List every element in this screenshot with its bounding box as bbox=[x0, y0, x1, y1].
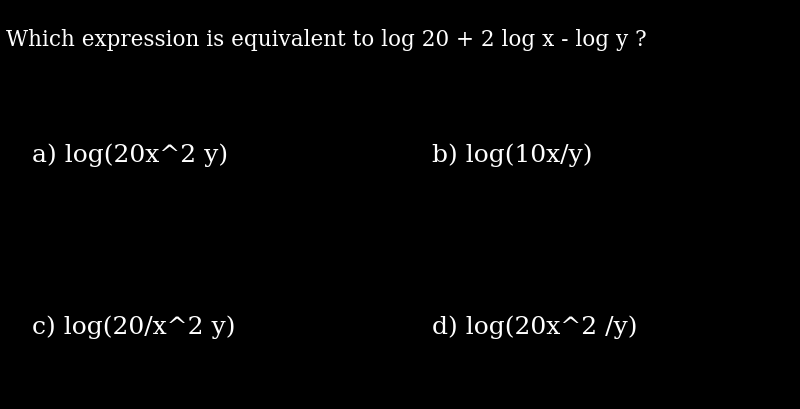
Text: c) log(20/x^2 y): c) log(20/x^2 y) bbox=[32, 315, 235, 339]
Text: Which expression is equivalent to log 20 + 2 log x - log y ?: Which expression is equivalent to log 20… bbox=[6, 29, 647, 51]
Text: d) log(20x^2 /y): d) log(20x^2 /y) bbox=[432, 315, 638, 339]
Text: b) log(10x/y): b) log(10x/y) bbox=[432, 144, 593, 167]
Text: a) log(20x^2 y): a) log(20x^2 y) bbox=[32, 144, 228, 167]
